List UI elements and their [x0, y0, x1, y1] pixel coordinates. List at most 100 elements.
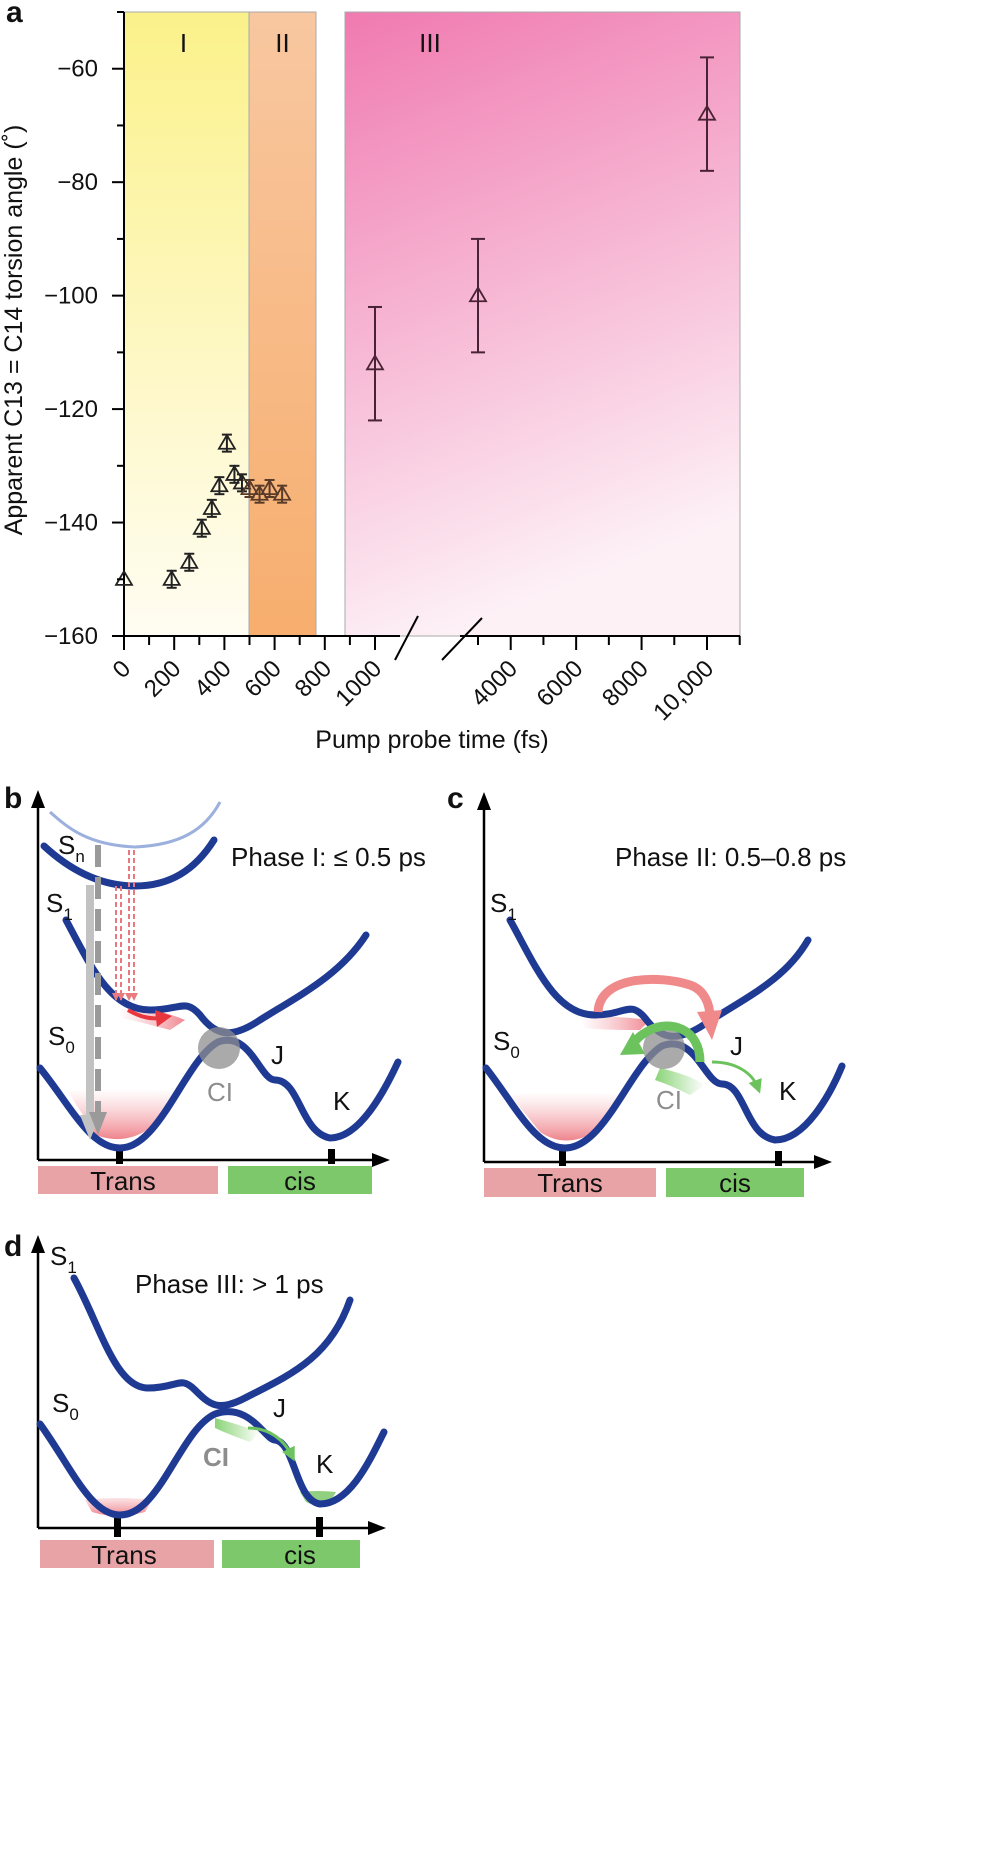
panel-b-phase-1-diagram: b Sn S1 S0 Phase I: ≤ 0. — [4, 782, 426, 1196]
panel-c-green-glow — [655, 1068, 705, 1095]
x-tick-label: 600 — [239, 655, 286, 702]
panel-c-s0-label: S0 — [493, 1026, 520, 1062]
region-iii-band — [344, 11, 741, 637]
x-tick-label: 4000 — [466, 655, 523, 712]
triangle-marker — [114, 569, 134, 586]
panel-b-s0-label: S0 — [48, 1021, 75, 1057]
panel-c-phase-2-diagram: c S1 S0 Phase II: 0.5–0.8 ps CI J K Tran… — [447, 782, 846, 1198]
triangle-marker — [272, 484, 292, 501]
panel-d-s1-label: S1 — [50, 1241, 77, 1277]
region-ii-band — [248, 11, 317, 637]
triangle-marker — [217, 433, 237, 450]
panel-c-s0-curve — [482, 1040, 846, 1152]
triangle-marker — [468, 285, 488, 303]
panel-b-sn-label: Sn — [58, 830, 85, 866]
panel-c-trans-tick — [559, 1151, 566, 1166]
axis-break-mark-2 — [441, 617, 483, 661]
panel-c-s1-population — [580, 1016, 650, 1030]
triangle-marker — [239, 478, 260, 496]
panel-b-gray-dashed-arrowhead — [89, 1112, 107, 1135]
y-tick-label: −80 — [57, 169, 98, 196]
panel-d-k-label: K — [316, 1449, 334, 1479]
x-tick-label: 800 — [290, 655, 337, 702]
x-tick-label: 200 — [139, 655, 186, 702]
x-tick-label: 0 — [108, 655, 137, 684]
triangle-marker — [260, 478, 280, 496]
panel-c-salmon-arrow — [593, 974, 715, 1019]
panel-b-j-label: J — [271, 1040, 284, 1070]
panel-d-y-arrowhead — [31, 1235, 45, 1253]
x-tick-label: 400 — [189, 655, 236, 702]
panel-b-ci-marker — [198, 1027, 240, 1069]
panel-d-green-arrow — [247, 1426, 295, 1462]
panel-b-cis-tick — [328, 1149, 335, 1164]
panel-c-x-arrowhead — [814, 1155, 832, 1169]
panel-c-s1-label: S1 — [490, 888, 517, 924]
panel-c-green-forward-arrow — [711, 1060, 762, 1094]
triangle-marker — [192, 518, 212, 535]
y-tick-label: −100 — [44, 283, 98, 310]
data-point — [232, 473, 252, 493]
panel-d-phase-label: Phase III: > 1 ps — [135, 1269, 324, 1299]
panel-c-green-back-arrowhead — [620, 1032, 645, 1055]
panel-c-ci-label: CI — [656, 1085, 682, 1115]
panel-c-ci-marker — [643, 1027, 685, 1069]
panel-c-s1-curve — [506, 916, 812, 1040]
panel-c-salmon-arrowhead — [697, 1010, 722, 1040]
data-point — [260, 478, 280, 499]
panel-b-y-arrowhead — [31, 790, 45, 808]
x-tick-label: 1000 — [330, 655, 387, 712]
panel-d-green-glow — [215, 1418, 260, 1442]
y-tick-label: −140 — [44, 510, 98, 537]
panel-d-cis-bar — [222, 1540, 360, 1568]
y-tick-label: −120 — [44, 396, 98, 423]
region-ii-label: II — [275, 28, 289, 58]
data-point — [468, 237, 488, 354]
x-tick-label: 8000 — [597, 655, 654, 712]
panel-d-phase-3-diagram: d S1 S0 Phase III: > 1 ps CI J K Trans c… — [4, 1230, 388, 1570]
panel-d-s1-curve — [70, 1274, 354, 1410]
region-i-label: I — [180, 28, 187, 58]
x-tick-label: 10,000 — [648, 655, 719, 726]
panel-label-a: a — [6, 0, 23, 29]
panel-c-j-label: J — [730, 1031, 743, 1061]
triangle-marker — [365, 353, 385, 371]
panel-c-trans-population — [510, 1091, 620, 1141]
panel-d-ci-label: CI — [203, 1442, 229, 1472]
axis-break-mark-1 — [394, 615, 419, 661]
panel-b-cis-label: cis — [284, 1166, 316, 1196]
triangle-marker — [232, 473, 252, 490]
panel-c-trans-bar — [484, 1168, 656, 1197]
region-i-band — [123, 11, 250, 637]
panel-b-s1-curve — [62, 916, 370, 1037]
region-iii-label: III — [419, 28, 441, 58]
panel-label-d: d — [4, 1230, 22, 1263]
panel-b-k-label: K — [333, 1086, 351, 1116]
x-tick-label: 6000 — [532, 655, 589, 712]
panel-label-b: b — [4, 782, 22, 815]
data-point — [697, 56, 717, 172]
triangle-marker — [697, 104, 717, 121]
data-point — [365, 305, 385, 422]
triangle-marker — [179, 552, 199, 569]
data-point — [192, 518, 212, 538]
panel-c-trans-label: Trans — [537, 1168, 603, 1198]
panel-d-j-label: J — [273, 1393, 286, 1423]
panel-d-x-arrowhead — [368, 1521, 386, 1535]
panel-c-k-label: K — [779, 1076, 797, 1106]
panel-b-x-arrowhead — [372, 1153, 390, 1167]
panel-d-cis-label: cis — [284, 1540, 316, 1570]
panel-d-trans-tick — [114, 1517, 121, 1537]
data-point — [209, 475, 229, 496]
panel-b-phase-label: Phase I: ≤ 0.5 ps — [231, 842, 426, 872]
data-point — [202, 498, 222, 518]
panel-c-phase-label: Phase II: 0.5–0.8 ps — [615, 842, 846, 872]
y-tick-label: −60 — [57, 56, 98, 83]
panel-label-c: c — [447, 782, 464, 815]
panel-b-s1-label: S1 — [46, 888, 73, 924]
panel-c-cis-label: cis — [719, 1168, 751, 1198]
y-axis-title: Apparent C13 = C14 torsion angle (˚) — [0, 125, 28, 536]
triangle-marker — [162, 569, 182, 586]
